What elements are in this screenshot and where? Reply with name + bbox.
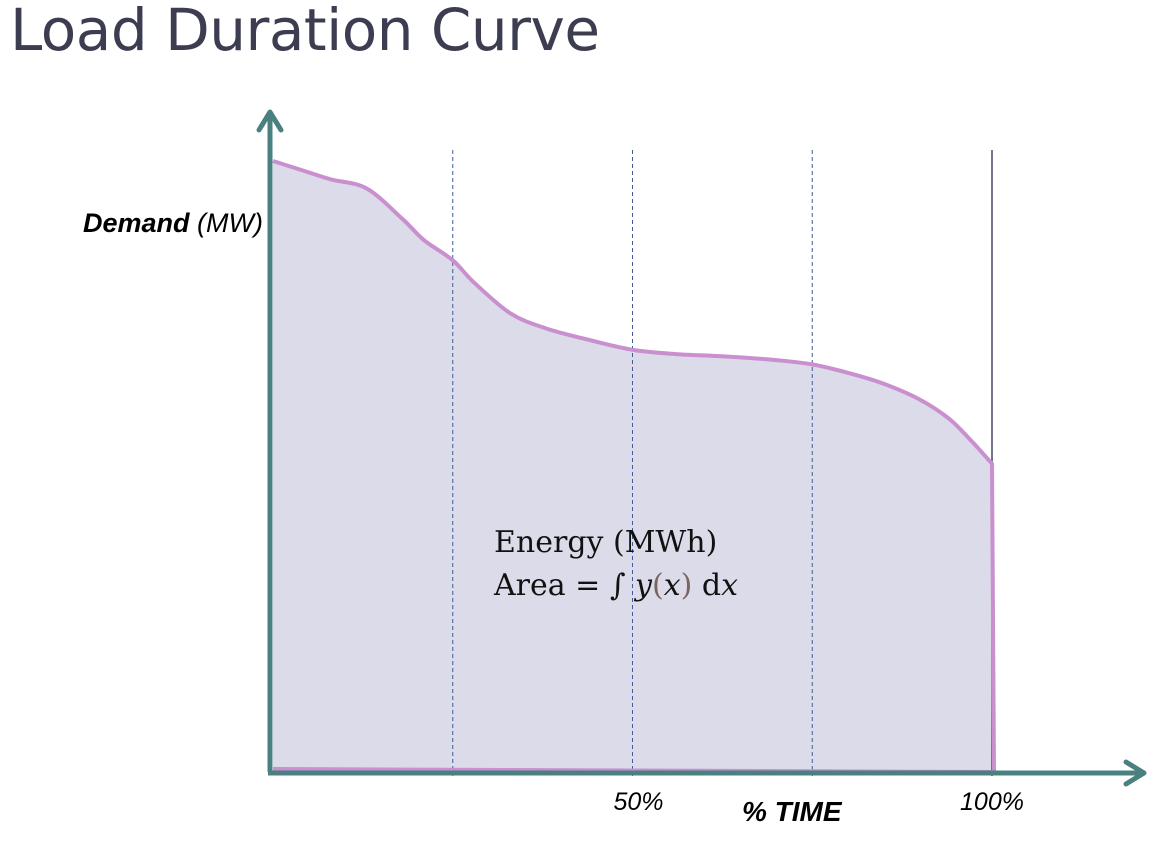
energy-annotation: Energy (MWh) Area = ∫ y(x) dx (494, 521, 738, 607)
function-x: x (663, 568, 681, 603)
y-axis-label: Demand (MW) (83, 208, 263, 239)
function-y: y (635, 568, 652, 603)
page-title: Load Duration Curve (10, 0, 600, 64)
axes (256, 109, 1147, 787)
open-paren: ( (652, 568, 664, 603)
load-curve-line (272, 159, 996, 774)
energy-area-fill (273, 161, 994, 770)
y-axis-label-main: Demand (83, 208, 190, 238)
y-axis-arrow (256, 109, 284, 133)
integral-sign: ∫ (609, 568, 626, 603)
annotation-line-2: Area = ∫ y(x) dx (494, 564, 738, 607)
y-axis-label-unit: (MW) (189, 208, 263, 238)
gridlines (452, 150, 813, 776)
differential-d: d (692, 568, 722, 603)
annotation-line-1: Energy (MWh) (494, 525, 718, 560)
x-axis-arrow (1123, 759, 1147, 787)
close-paren: ) (680, 568, 693, 603)
differential-x: x (721, 568, 739, 603)
x-tick-label-100: 100% (960, 788, 1024, 816)
x-axis-label: % TIME (742, 796, 842, 827)
x-tick-label-50: 50% (613, 788, 664, 816)
area-label: Area = (494, 568, 610, 603)
